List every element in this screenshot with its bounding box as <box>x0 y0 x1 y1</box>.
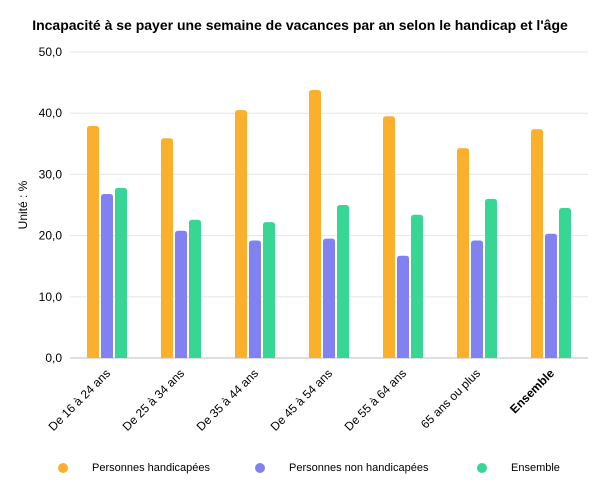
bar <box>263 222 275 358</box>
bar <box>101 193 113 358</box>
bar <box>545 233 557 358</box>
bar <box>471 240 483 358</box>
legend-swatch <box>58 463 68 473</box>
y-tick-label: 10,0 <box>39 290 63 304</box>
x-tick-label: De 25 à 34 ans <box>120 366 187 433</box>
bar <box>161 138 173 358</box>
bar <box>175 230 187 358</box>
x-tick-label: De 16 à 24 ans <box>46 366 113 433</box>
bar <box>383 116 395 358</box>
bar <box>337 205 349 358</box>
bar <box>309 89 321 358</box>
x-tick-label: De 55 à 64 ans <box>342 366 409 433</box>
x-tick-label: Ensemble <box>507 366 557 416</box>
bar <box>323 238 335 358</box>
y-axis-ticks: 0,0 10,0 20,0 30,0 40,0 50,0 <box>39 45 63 365</box>
chart-title: Incapacité à se payer une semaine de vac… <box>32 17 568 33</box>
legend-swatch <box>477 463 487 473</box>
legend: Personnes handicapées Personnes non hand… <box>0 462 600 482</box>
legend-label: Personnes handicapées <box>92 462 211 474</box>
bar <box>115 187 127 358</box>
bar <box>457 148 469 358</box>
legend-item-personnes-non-handicapees: Personnes non handicapées <box>255 462 428 474</box>
x-tick-label: De 35 à 44 ans <box>194 366 261 433</box>
y-tick-label: 50,0 <box>39 45 63 59</box>
bars <box>87 89 571 358</box>
bar <box>87 126 99 358</box>
x-tick-label: 65 ans ou plus <box>418 366 483 431</box>
y-tick-label: 0,0 <box>45 351 62 365</box>
y-axis-label: Unité : % <box>16 180 30 229</box>
bar <box>249 240 261 358</box>
y-tick-label: 40,0 <box>39 106 63 120</box>
bar <box>189 219 201 358</box>
bar <box>411 214 423 358</box>
legend-label: Personnes non handicapées <box>289 462 429 474</box>
legend-item-ensemble: Ensemble <box>477 462 560 474</box>
bar <box>531 129 543 358</box>
y-tick-label: 20,0 <box>39 229 63 243</box>
bar <box>397 255 409 358</box>
legend-item-personnes-handicapees: Personnes handicapées <box>58 462 210 474</box>
bar <box>235 110 247 358</box>
x-axis-ticks: De 16 à 24 ans De 25 à 34 ans De 35 à 44 a… <box>46 366 558 434</box>
legend-swatch <box>255 463 265 473</box>
x-tick-label: De 45 à 54 ans <box>268 366 335 433</box>
bar <box>559 208 571 358</box>
bar <box>485 198 497 358</box>
legend-label: Ensemble <box>511 462 560 474</box>
y-tick-label: 30,0 <box>39 167 63 181</box>
